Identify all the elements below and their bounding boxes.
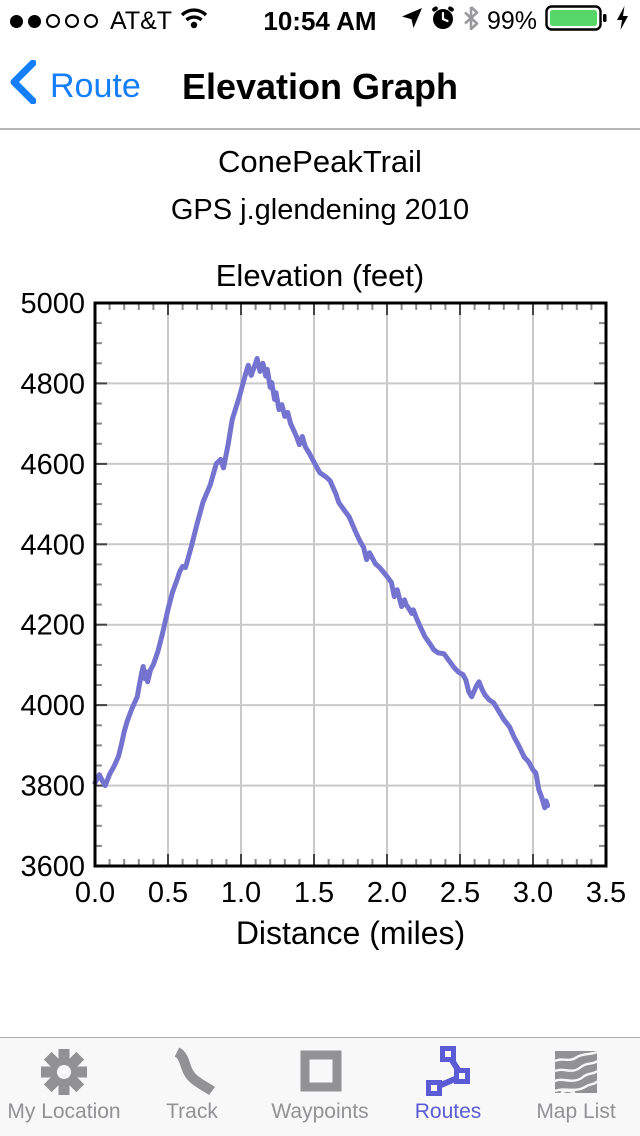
svg-text:4400: 4400 [20,529,85,561]
svg-text:1.0: 1.0 [221,877,261,909]
elevation-chart: 3600 3800 4000 4200 4400 4600 4800 5000 0.0 0.5 1.… [20,288,626,950]
tab-label: Waypoints [271,1100,369,1123]
svg-text:Distance (miles): Distance (miles) [236,915,465,950]
svg-text:3800: 3800 [20,771,85,803]
nav-bar: Route Elevation Graph [0,42,640,130]
battery-percent-label: 99% [486,6,537,35]
svg-text:3.0: 3.0 [513,877,553,909]
tab-item-map-list[interactable]: Map List [512,1038,640,1136]
status-bar: AT&T 10:54 AM [0,0,640,42]
tab-item-track[interactable]: Track [128,1038,256,1136]
tab-label: Map List [536,1100,616,1123]
topo-map-icon [551,1046,601,1098]
tab-label: Routes [414,1100,482,1123]
status-right-cluster: 99% [401,4,630,38]
svg-text:3.5: 3.5 [586,877,626,909]
back-button[interactable]: Route [10,59,141,113]
tab-item-routes[interactable]: Routes [384,1038,512,1136]
svg-text:4600: 4600 [20,449,85,481]
svg-text:1.5: 1.5 [294,877,334,909]
charging-bolt-icon [615,5,630,38]
route-source-subtitle: GPS j.glendening 2010 [170,194,470,226]
svg-text:4200: 4200 [20,610,85,642]
signal-dot [65,14,79,28]
signal-dot [10,14,23,28]
clock-time: 10:54 AM [263,5,377,36]
routes-nodes-icon [422,1046,474,1098]
svg-text:2.0: 2.0 [367,877,407,909]
tab-item-my-location[interactable]: My Location [0,1038,128,1136]
svg-text:3600: 3600 [20,851,85,883]
waypoints-square-icon [295,1046,345,1098]
signal-dot [84,14,98,28]
signal-dot [28,14,41,28]
svg-text:4000: 4000 [20,690,85,722]
alarm-clock-icon [431,5,455,37]
svg-text:2.5: 2.5 [440,877,480,909]
status-left-cluster: AT&T [10,7,208,36]
tab-bar: My Location Track Waypoints Routes [0,1037,640,1136]
tab-label: My Location [7,1100,121,1123]
bluetooth-icon [463,5,479,37]
svg-text:0.5: 0.5 [148,877,188,909]
back-button-label: Route [50,67,141,105]
signal-strength-icon [10,14,98,28]
my-location-asterisk-icon [39,1046,89,1098]
route-name-title: ConePeakTrail [218,144,422,179]
svg-text:0.0: 0.0 [75,877,115,909]
tab-label: Track [166,1100,218,1123]
carrier-label: AT&T [110,6,173,35]
chart-title: Elevation (feet) [215,258,425,293]
signal-dot [46,14,60,28]
svg-text:4800: 4800 [20,368,85,400]
track-curve-icon [167,1046,217,1098]
svg-text:5000: 5000 [20,288,85,320]
wifi-icon [180,7,208,36]
back-chevron-icon [10,59,37,113]
battery-icon [545,4,607,38]
tab-item-waypoints[interactable]: Waypoints [256,1038,384,1136]
page-title: Elevation Graph [181,66,459,107]
location-services-icon [401,7,423,36]
